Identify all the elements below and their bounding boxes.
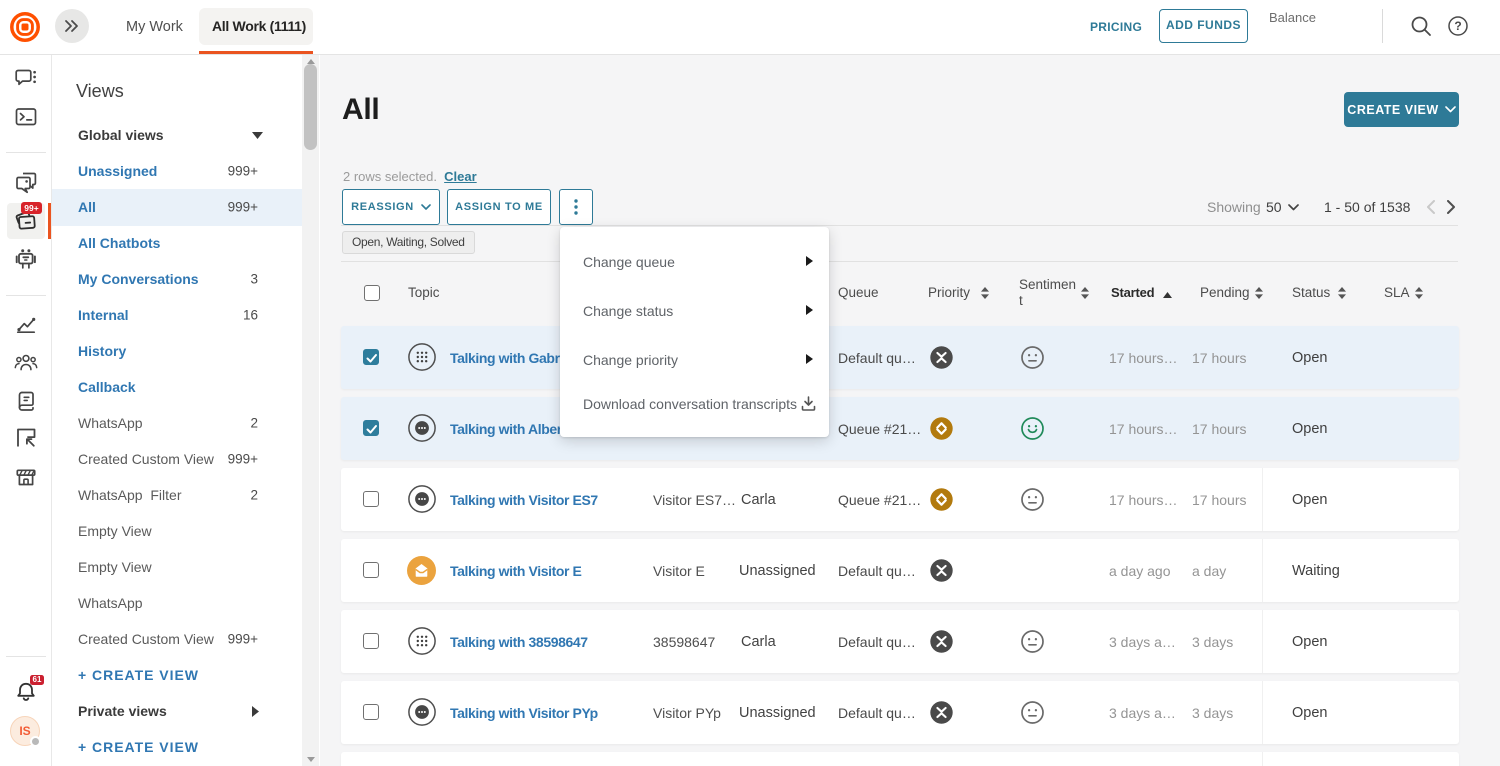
svg-text:?: ? <box>1454 19 1461 33</box>
